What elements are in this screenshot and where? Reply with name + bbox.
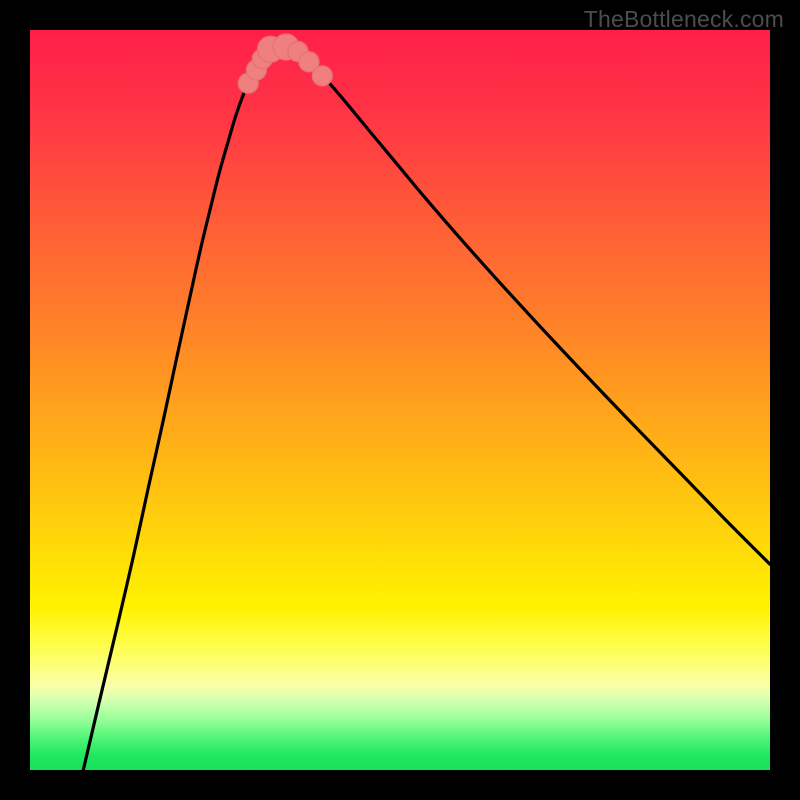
gradient-background (30, 30, 770, 770)
bottleneck-chart (30, 30, 770, 770)
marker-point (312, 66, 332, 86)
watermark-text: TheBottleneck.com (584, 6, 784, 33)
